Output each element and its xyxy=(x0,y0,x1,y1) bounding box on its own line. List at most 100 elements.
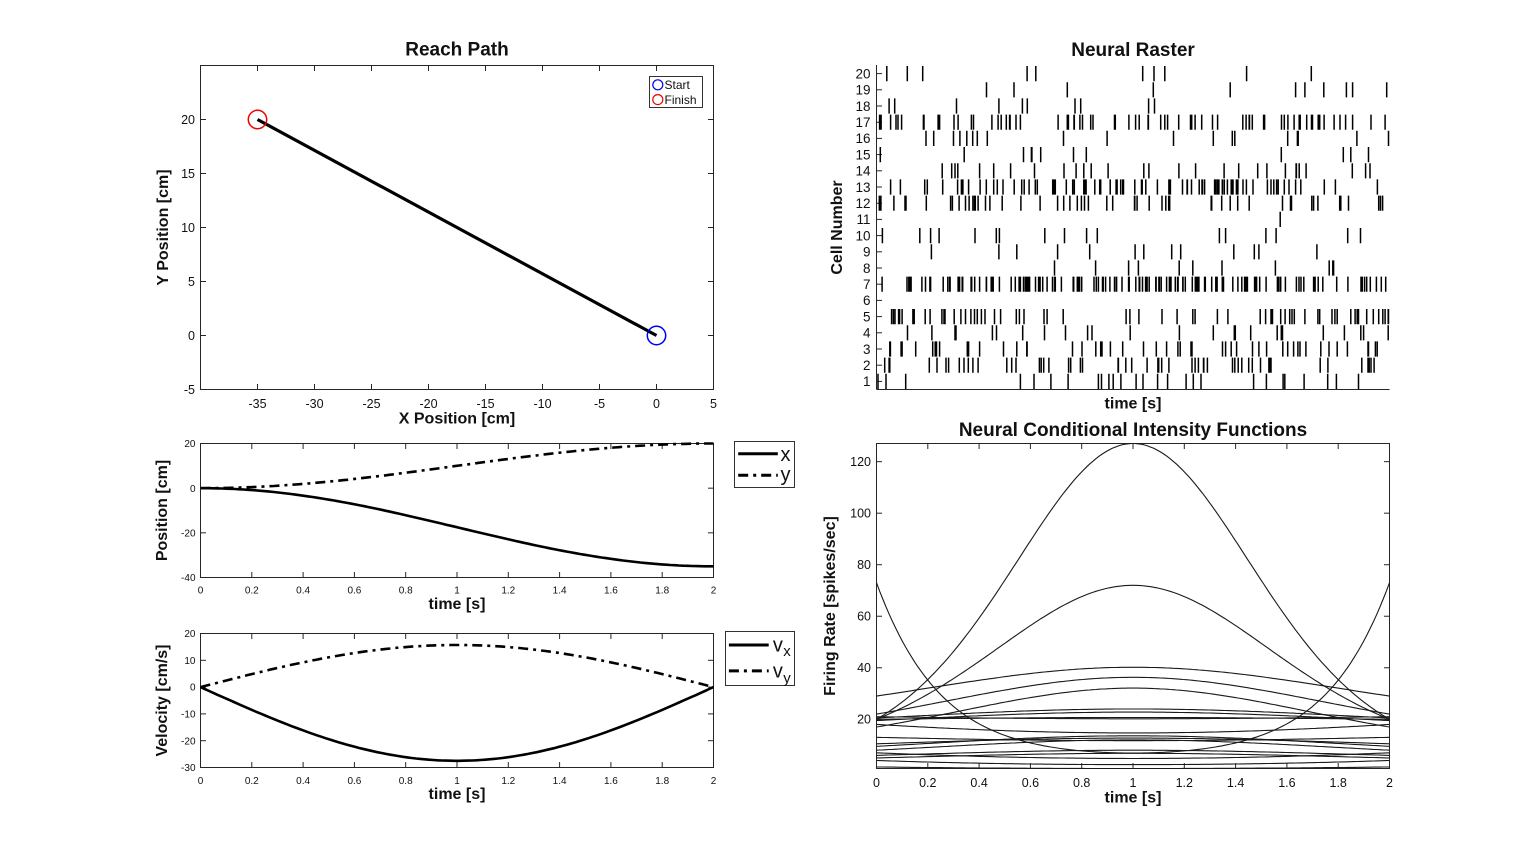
svg-text:20: 20 xyxy=(181,113,195,127)
svg-text:0.4: 0.4 xyxy=(296,586,310,597)
svg-text:1.8: 1.8 xyxy=(655,586,669,597)
svg-text:20: 20 xyxy=(857,713,871,727)
svg-text:0.8: 0.8 xyxy=(1073,776,1090,790)
svg-text:20: 20 xyxy=(184,629,196,640)
svg-text:time [s]: time [s] xyxy=(429,786,486,803)
svg-text:1.2: 1.2 xyxy=(501,586,515,597)
svg-text:0: 0 xyxy=(653,397,660,411)
svg-text:0.8: 0.8 xyxy=(399,776,413,787)
svg-text:1.2: 1.2 xyxy=(1176,776,1193,790)
svg-text:x: x xyxy=(783,643,791,660)
svg-text:1: 1 xyxy=(454,776,460,787)
svg-text:1.6: 1.6 xyxy=(604,586,618,597)
svg-text:6: 6 xyxy=(863,293,871,308)
svg-text:Velocity [cm/s]: Velocity [cm/s] xyxy=(154,644,171,756)
svg-text:40: 40 xyxy=(857,661,871,675)
svg-text:Start: Start xyxy=(665,78,691,92)
svg-text:12: 12 xyxy=(855,196,870,211)
svg-text:Neural Conditional Intensity F: Neural Conditional Intensity Functions xyxy=(959,420,1307,441)
svg-text:time [s]: time [s] xyxy=(1105,396,1162,413)
svg-text:18: 18 xyxy=(855,99,870,114)
svg-text:0.2: 0.2 xyxy=(919,776,936,790)
svg-text:13: 13 xyxy=(855,180,870,195)
svg-text:1.4: 1.4 xyxy=(553,776,567,787)
svg-text:0: 0 xyxy=(188,329,195,343)
svg-text:Position [cm]: Position [cm] xyxy=(154,460,171,561)
svg-text:1.6: 1.6 xyxy=(1278,776,1295,790)
svg-text:-15: -15 xyxy=(476,397,494,411)
svg-text:5: 5 xyxy=(863,309,871,324)
svg-text:0: 0 xyxy=(190,683,196,694)
svg-text:1: 1 xyxy=(454,586,460,597)
svg-text:0.6: 0.6 xyxy=(347,776,361,787)
svg-text:-20: -20 xyxy=(181,528,196,539)
svg-text:-35: -35 xyxy=(248,397,266,411)
svg-text:5: 5 xyxy=(188,275,195,289)
svg-text:10: 10 xyxy=(184,656,196,667)
svg-text:2: 2 xyxy=(1386,776,1393,790)
svg-text:0: 0 xyxy=(873,776,880,790)
svg-text:X Position [cm]: X Position [cm] xyxy=(399,411,515,428)
svg-text:v: v xyxy=(773,661,783,683)
svg-text:1.8: 1.8 xyxy=(1330,776,1347,790)
svg-text:10: 10 xyxy=(181,221,195,235)
svg-text:0: 0 xyxy=(190,484,196,495)
svg-text:time [s]: time [s] xyxy=(1105,790,1162,807)
svg-text:11: 11 xyxy=(856,212,870,227)
svg-text:2: 2 xyxy=(711,776,717,787)
svg-text:Y Position [cm]: Y Position [cm] xyxy=(155,169,172,285)
svg-text:-10: -10 xyxy=(533,397,551,411)
svg-text:15: 15 xyxy=(181,167,195,181)
svg-text:0.8: 0.8 xyxy=(399,586,413,597)
svg-text:1: 1 xyxy=(863,374,871,389)
svg-text:0.4: 0.4 xyxy=(296,776,310,787)
svg-text:0.2: 0.2 xyxy=(245,586,259,597)
svg-text:-10: -10 xyxy=(181,710,196,721)
svg-text:1.4: 1.4 xyxy=(1227,776,1244,790)
svg-text:0.4: 0.4 xyxy=(970,776,987,790)
svg-text:-5: -5 xyxy=(184,383,195,397)
svg-text:0.6: 0.6 xyxy=(347,586,361,597)
svg-text:0: 0 xyxy=(198,776,204,787)
svg-text:v: v xyxy=(773,635,783,657)
svg-text:y: y xyxy=(783,670,791,687)
svg-text:16: 16 xyxy=(855,131,870,146)
svg-text:10: 10 xyxy=(855,228,870,243)
svg-text:-30: -30 xyxy=(181,763,196,774)
svg-text:60: 60 xyxy=(857,610,871,624)
svg-text:5: 5 xyxy=(710,397,717,411)
svg-text:19: 19 xyxy=(855,83,870,98)
svg-text:x: x xyxy=(781,444,791,466)
svg-text:1.2: 1.2 xyxy=(501,776,515,787)
svg-text:1.6: 1.6 xyxy=(604,776,618,787)
svg-text:time [s]: time [s] xyxy=(429,596,486,613)
svg-text:Cell Number: Cell Number xyxy=(829,180,846,274)
svg-text:-5: -5 xyxy=(594,397,605,411)
svg-text:4: 4 xyxy=(863,326,871,341)
svg-text:-40: -40 xyxy=(181,573,196,584)
svg-text:0.6: 0.6 xyxy=(1022,776,1039,790)
svg-text:1.8: 1.8 xyxy=(655,776,669,787)
svg-text:Finish: Finish xyxy=(665,93,697,107)
svg-text:y: y xyxy=(781,464,791,486)
svg-text:15: 15 xyxy=(855,147,870,162)
svg-text:-20: -20 xyxy=(181,736,196,747)
svg-text:Neural Raster: Neural Raster xyxy=(1071,40,1195,61)
svg-text:14: 14 xyxy=(855,164,871,179)
svg-text:80: 80 xyxy=(857,558,871,572)
svg-text:7: 7 xyxy=(863,277,871,292)
svg-text:100: 100 xyxy=(850,507,871,521)
svg-text:17: 17 xyxy=(855,115,870,130)
svg-text:1.4: 1.4 xyxy=(553,586,567,597)
svg-text:2: 2 xyxy=(863,358,871,373)
svg-text:-25: -25 xyxy=(362,397,380,411)
svg-text:8: 8 xyxy=(863,261,871,276)
svg-text:20: 20 xyxy=(855,66,870,81)
svg-text:2: 2 xyxy=(711,586,717,597)
svg-text:0.2: 0.2 xyxy=(245,776,259,787)
svg-text:0: 0 xyxy=(198,586,204,597)
svg-text:20: 20 xyxy=(184,439,196,450)
svg-text:-30: -30 xyxy=(305,397,323,411)
svg-text:Reach Path: Reach Path xyxy=(405,40,508,61)
svg-text:Firing Rate [spikes/sec]: Firing Rate [spikes/sec] xyxy=(822,516,839,696)
